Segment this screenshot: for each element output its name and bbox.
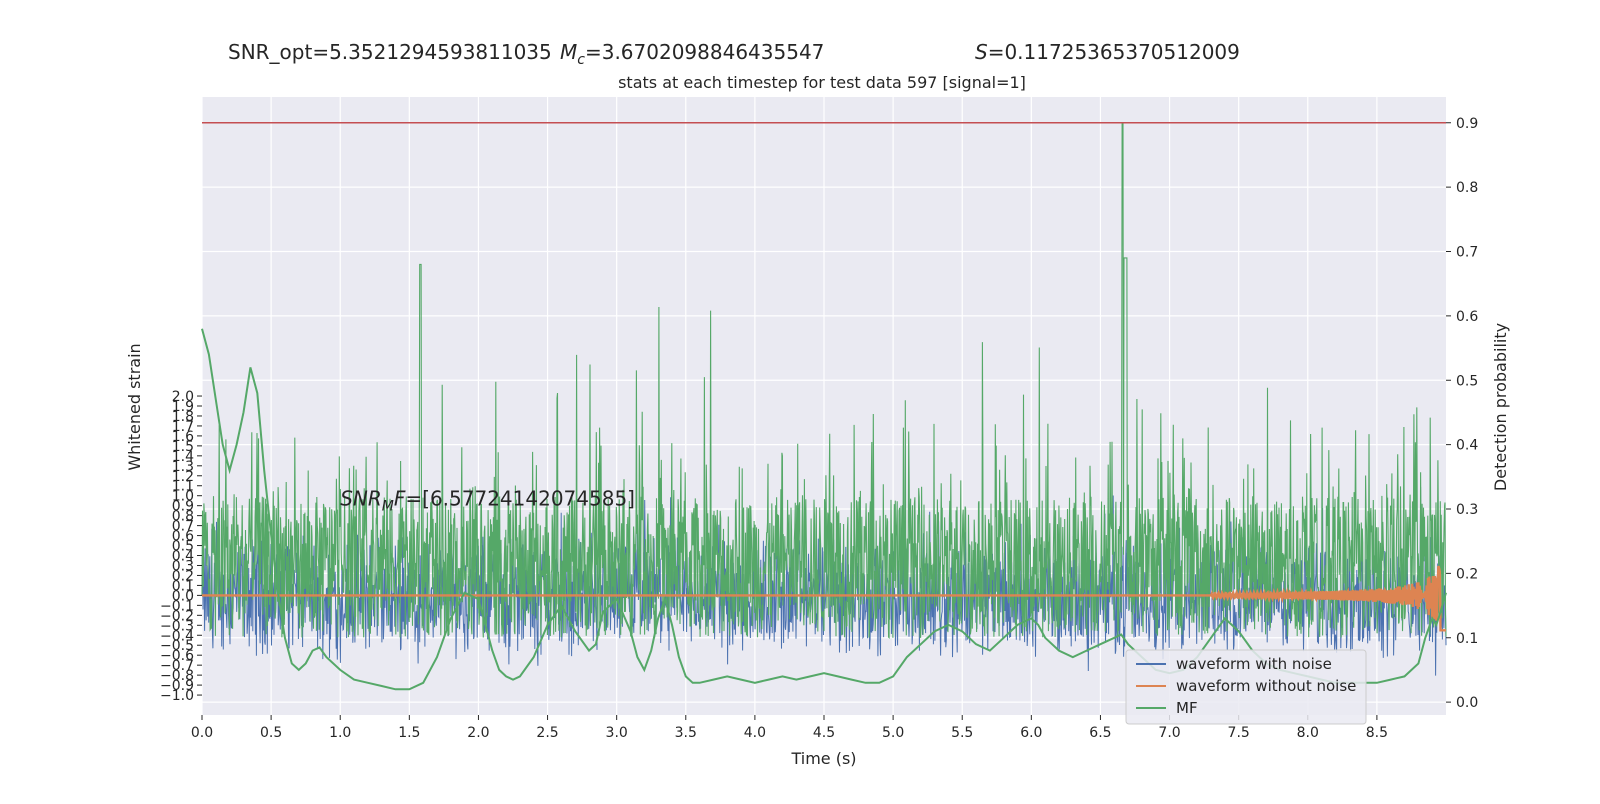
left-y-tick-label: −0.1 — [160, 598, 194, 614]
x-tick-label: 3.0 — [606, 725, 628, 741]
left-y-axis-ticks: 2.01.91.81.71.61.51.41.31.21.11.00.90.80… — [160, 389, 202, 704]
x-axis-ticks: 0.0 0.5 1.0 1.5 2.0 2.5 3.0 3.5 4.0 4.5 5.0 5.5 6.0 6… — [191, 715, 1388, 741]
x-tick-label: 1.5 — [398, 725, 420, 741]
left-y-tick-label: 1.5 — [172, 439, 194, 455]
left-y-axis-label: Whitened strain — [125, 343, 144, 470]
legend-box — [1125, 649, 1367, 725]
left-y-tick-label: 0.9 — [172, 499, 194, 515]
left-y-tick-label: 2.0 — [172, 389, 194, 405]
waveform-without-noise-line — [202, 565, 1446, 632]
x-tick-label: 4.0 — [744, 725, 766, 741]
right-y-axis-label: Detection probability — [1491, 323, 1510, 491]
right-y-tick-label: 0.2 — [1456, 566, 1478, 582]
left-y-tick-label: 0.3 — [172, 558, 194, 574]
x-tick-label: 6.0 — [1020, 725, 1042, 741]
right-y-tick-label: 0.5 — [1456, 373, 1478, 389]
right-y-tick-label: 0.0 — [1456, 695, 1478, 711]
mf-spike-line — [201, 122, 1447, 640]
x-tick-label: 4.5 — [813, 725, 835, 741]
left-y-tick-label: −0.2 — [160, 608, 194, 624]
left-y-tick-label: 0.1 — [172, 578, 194, 594]
left-y-tick-label: 0.0 — [172, 588, 194, 604]
left-y-tick-label: 1.9 — [172, 399, 194, 415]
x-tick-label: 7.0 — [1158, 725, 1180, 741]
legend-entry-noise: waveform with noise — [1176, 655, 1332, 673]
x-tick-label: 5.5 — [951, 725, 973, 741]
left-y-tick-label: 1.1 — [172, 479, 194, 495]
left-y-tick-label: −1.0 — [160, 688, 194, 704]
left-y-tick-label: −0.7 — [160, 658, 194, 674]
left-y-tick-label: −0.5 — [160, 638, 194, 654]
x-axis-label: Time (s) — [790, 749, 856, 768]
left-y-tick-label: 1.4 — [172, 449, 194, 465]
left-y-tick-label: 0.8 — [172, 509, 194, 525]
x-tick-label: 8.0 — [1297, 725, 1319, 741]
left-y-tick-label: 1.7 — [172, 419, 194, 435]
legend-entry-mf: MF — [1176, 699, 1198, 717]
x-tick-label: 2.5 — [536, 725, 558, 741]
left-y-tick-label: 1.2 — [172, 469, 194, 485]
left-y-tick-label: −0.6 — [160, 648, 194, 664]
right-y-tick-label: 0.8 — [1456, 180, 1478, 196]
left-y-tick-label: 0.2 — [172, 568, 194, 584]
x-tick-label: 6.5 — [1089, 725, 1111, 741]
right-y-tick-label: 0.6 — [1456, 309, 1478, 325]
left-y-tick-label: −0.8 — [160, 668, 194, 684]
left-y-tick-label: 1.3 — [172, 459, 194, 475]
right-y-tick-label: 0.3 — [1456, 502, 1478, 518]
chirp-mass-label: Mc=3.6702098846435547 — [560, 40, 824, 68]
left-y-tick-label: 0.6 — [172, 529, 194, 545]
left-y-tick-label: 0.4 — [172, 549, 194, 565]
left-y-tick-label: 1.8 — [172, 409, 194, 425]
right-y-axis-ticks: 0.9 0.8 0.7 0.6 0.5 0.4 0.3 0.2 0.1 0.0 — [1446, 116, 1478, 711]
legend: waveform with noise waveform without noi… — [1125, 649, 1367, 725]
x-tick-label: 3.5 — [675, 725, 697, 741]
left-y-tick-label: 1.6 — [172, 429, 194, 445]
right-y-tick-label: 0.4 — [1456, 438, 1478, 454]
mf-spikes-series — [201, 122, 1447, 640]
x-tick-label: 8.5 — [1366, 725, 1388, 741]
x-tick-label: 2.0 — [467, 725, 489, 741]
left-y-tick-label: −0.3 — [160, 618, 194, 634]
x-tick-label: 0.5 — [260, 725, 282, 741]
x-tick-label: 7.5 — [1228, 725, 1250, 741]
right-y-tick-label: 0.9 — [1456, 116, 1478, 132]
mf-series — [201, 328, 1447, 691]
left-y-tick-label: −0.9 — [160, 678, 194, 694]
chart-title: stats at each timestep for test data 597… — [618, 73, 1026, 92]
mf-snr-annotation: SNRMF=[6.57724142074585] — [340, 487, 635, 515]
left-y-tick-label: 0.7 — [172, 519, 194, 535]
left-y-tick-label: 1.0 — [172, 489, 194, 505]
x-tick-label: 1.0 — [329, 725, 351, 741]
snr-opt-label: SNR_opt=5.3521294593811035 — [228, 40, 552, 64]
legend-entry-clean: waveform without noise — [1176, 677, 1356, 695]
mf-line — [201, 328, 1447, 691]
right-y-tick-label: 0.7 — [1456, 245, 1478, 261]
x-tick-label: 5.0 — [882, 725, 904, 741]
x-tick-label: 0.0 — [191, 725, 213, 741]
right-y-tick-label: 0.1 — [1456, 631, 1478, 647]
waveform-without-noise-series — [202, 565, 1446, 632]
left-y-tick-label: 0.5 — [172, 539, 194, 555]
left-y-tick-label: −0.4 — [160, 628, 194, 644]
s-stat-label: S=0.11725365370512009 — [975, 40, 1240, 64]
